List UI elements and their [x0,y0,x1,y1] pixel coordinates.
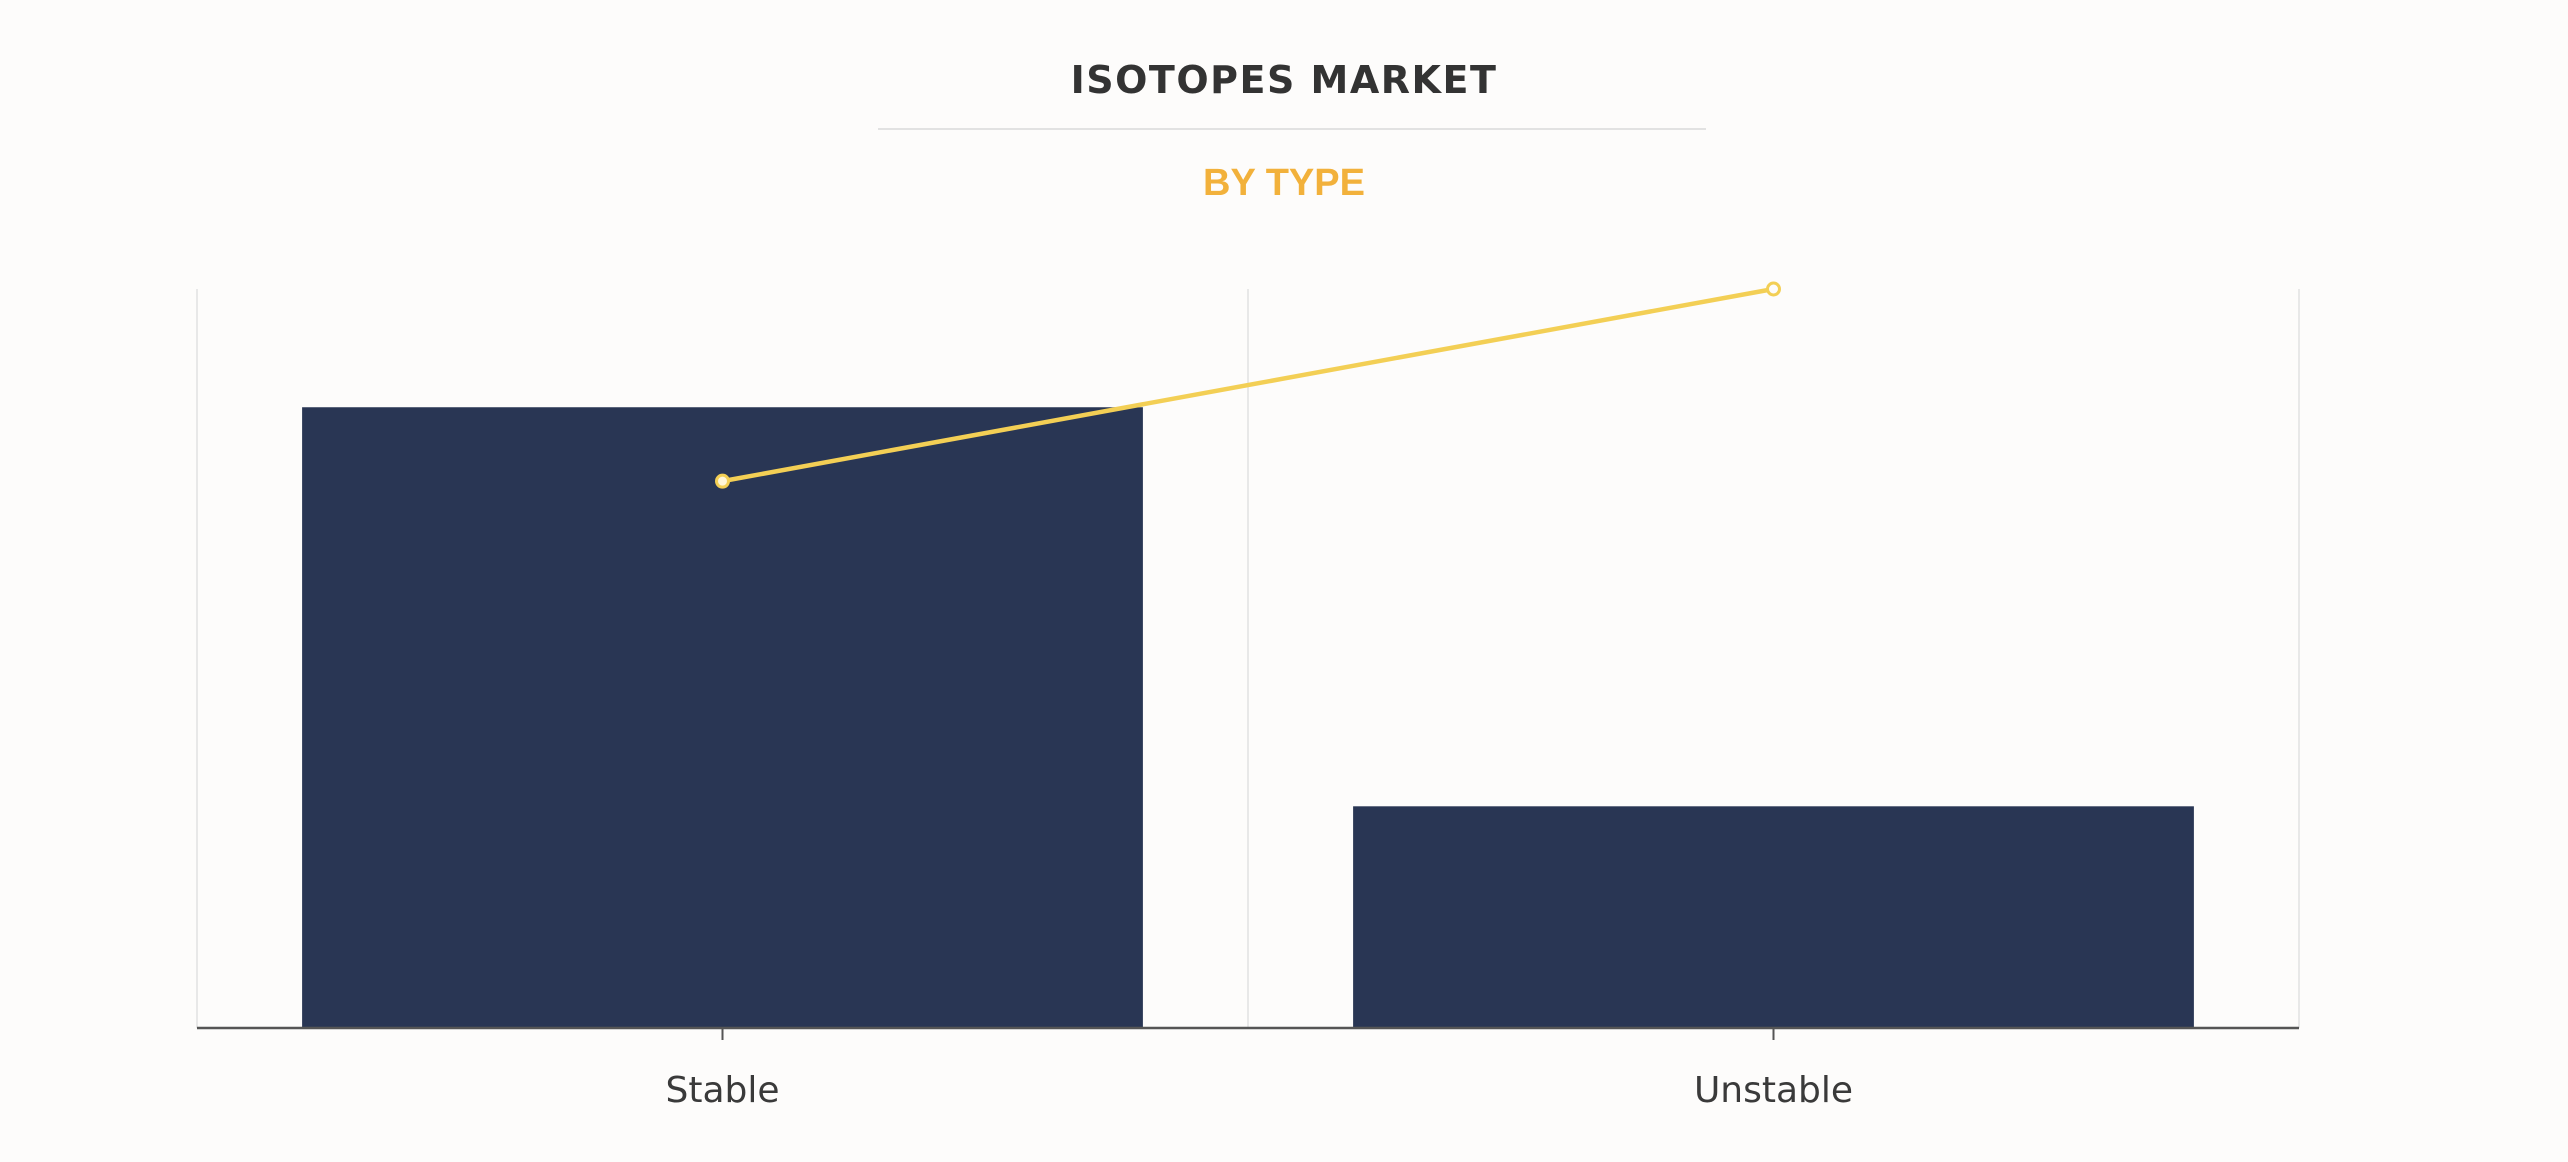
x-tick-label-stable: Stable [665,1070,779,1111]
trend-line-path [722,286,1774,484]
x-tick-label-unstable: Unstable [1694,1070,1853,1111]
x-tick-labels: Stable Unstable [665,1070,1853,1111]
chart-subtitle: BY TYPE [1203,162,1365,204]
trend-point-unstable [1766,281,1781,297]
bars [302,407,2194,1028]
x-axis [197,1026,2299,1040]
chart-title: ISOTOPES MARKET [1070,58,1498,102]
grid-lines [196,289,2300,1028]
bar-stable [302,407,1143,1028]
bar-unstable [1353,806,2194,1028]
trend-line [715,281,1781,489]
trend-point-stable [715,473,730,489]
title-divider [878,128,1706,130]
